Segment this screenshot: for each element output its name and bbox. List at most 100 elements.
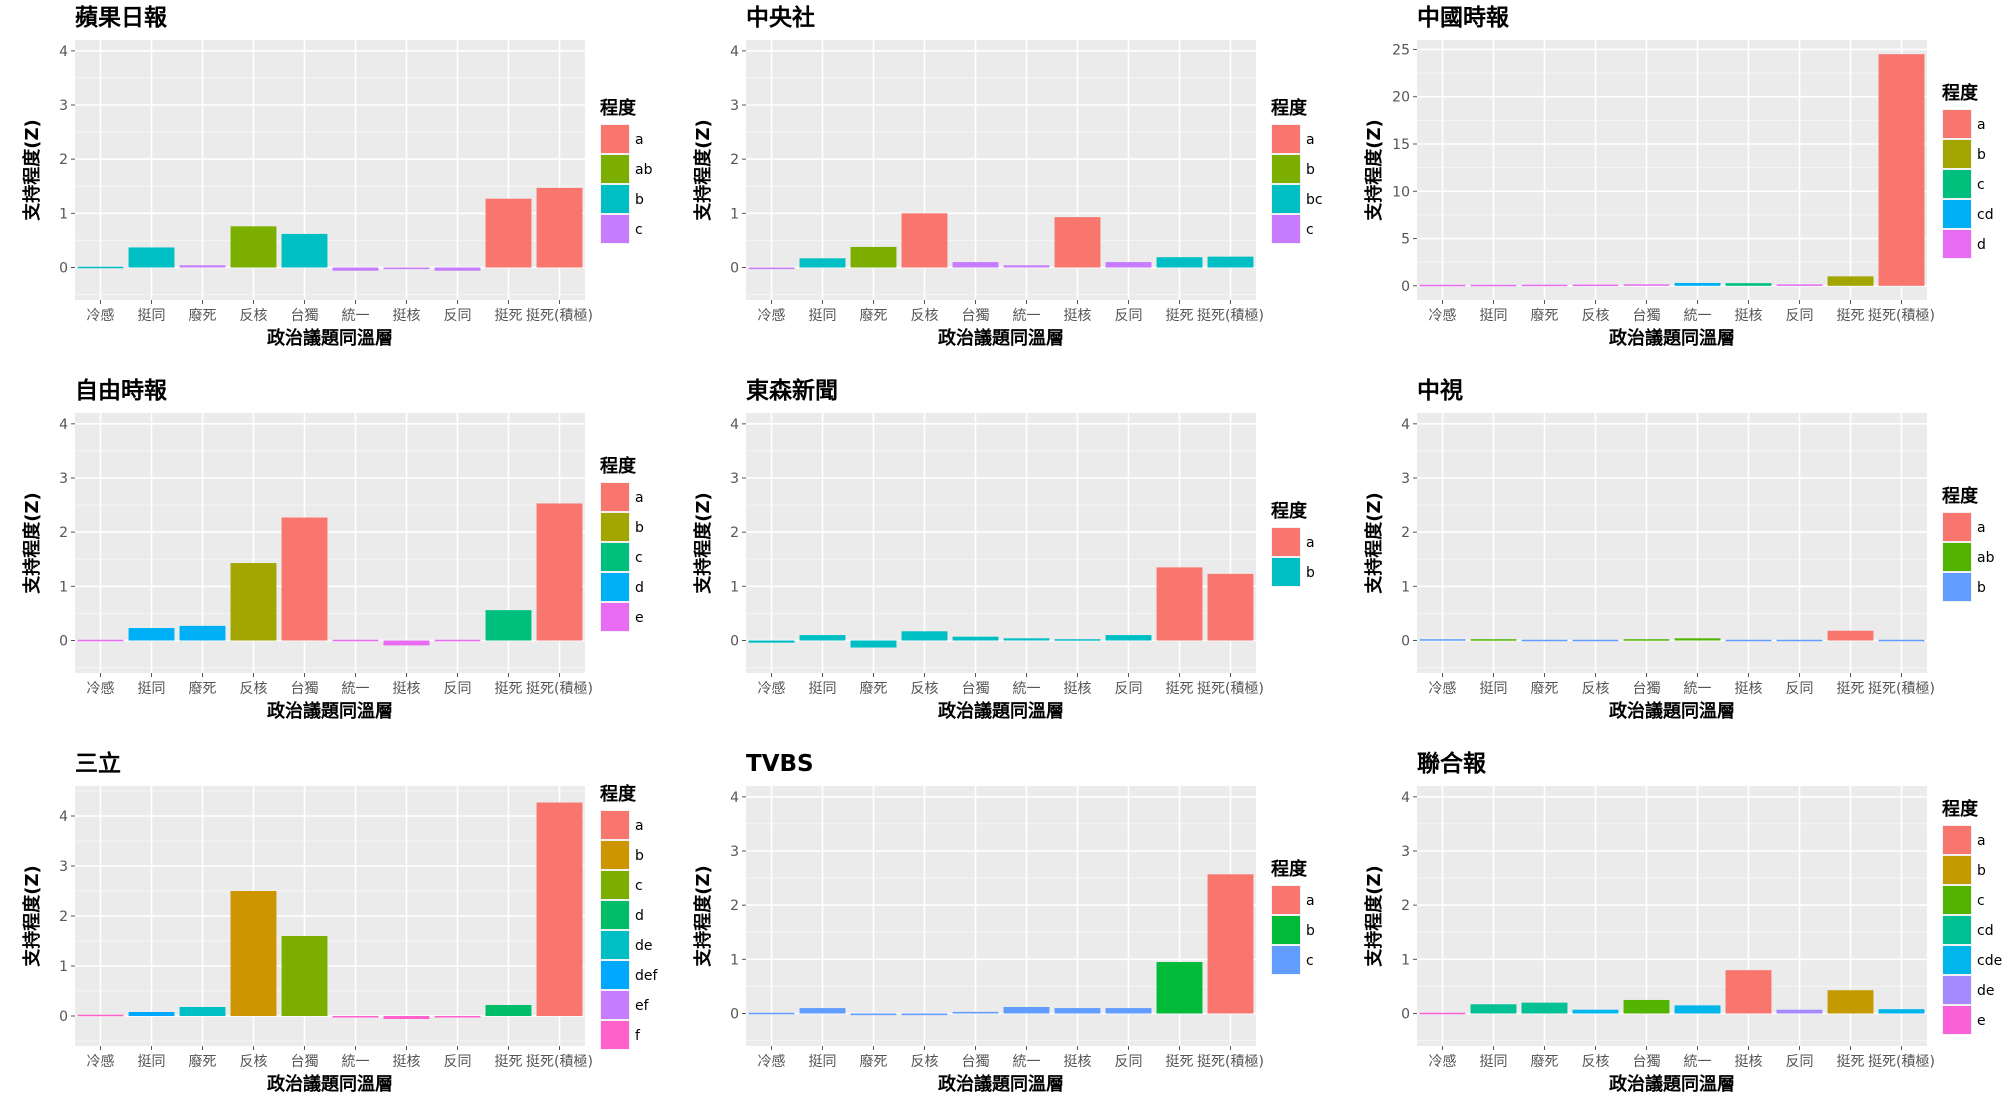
legend-swatch bbox=[601, 125, 629, 153]
x-tick-label: 反同 bbox=[444, 1054, 472, 1070]
y-tick-label: 0 bbox=[1401, 634, 1410, 650]
y-tick-label: 4 bbox=[59, 809, 68, 825]
bar bbox=[536, 187, 583, 268]
x-tick-label: 挺同 bbox=[809, 1054, 837, 1070]
x-tick-label: 廢死 bbox=[860, 307, 888, 324]
bar bbox=[485, 198, 532, 268]
x-tick-label: 反同 bbox=[1115, 1054, 1143, 1070]
x-tick-label: 挺死(積極) bbox=[1197, 681, 1264, 697]
chart-svg: TVBS 0 1 2 3 4 冷感 挺同 廢死 反核 台獨 統一 挺核 反同 挺死 挺死(積極) 政治議題同溫層… bbox=[692, 751, 1315, 1095]
bar bbox=[1674, 1005, 1721, 1014]
chart-title: 自由時報 bbox=[75, 377, 168, 404]
legend-title: 程度 bbox=[1942, 82, 1979, 104]
y-tick-label: 10 bbox=[1392, 184, 1410, 200]
y-tick-label: 0 bbox=[59, 1009, 68, 1025]
x-tick-label: 反同 bbox=[1115, 681, 1143, 697]
x-tick-label: 反同 bbox=[1115, 308, 1143, 324]
y-tick-label: 4 bbox=[1401, 417, 1410, 433]
x-tick-label: 挺同 bbox=[1480, 681, 1508, 697]
x-tick-label: 挺核 bbox=[1064, 1054, 1092, 1070]
bar bbox=[748, 267, 795, 270]
y-tick-label: 3 bbox=[730, 844, 739, 860]
legend-label: def bbox=[635, 968, 659, 984]
x-tick-label: 挺核 bbox=[1735, 308, 1763, 324]
legend-label: d bbox=[1977, 237, 1986, 253]
x-tick-label: 台獨 bbox=[962, 681, 990, 697]
bar bbox=[1572, 284, 1619, 287]
legend-label: b bbox=[1977, 863, 1986, 879]
legend-swatch bbox=[601, 185, 629, 213]
x-tick-label: 反核 bbox=[240, 681, 268, 697]
bar bbox=[383, 1016, 430, 1019]
legend-label: c bbox=[635, 550, 643, 566]
x-tick-label: 挺同 bbox=[138, 308, 166, 324]
legend-label: b bbox=[635, 520, 644, 536]
legend-title: 程度 bbox=[1942, 798, 1979, 820]
bar bbox=[434, 267, 481, 271]
bar bbox=[1207, 573, 1254, 641]
x-tick-label: 挺核 bbox=[1064, 308, 1092, 324]
bar bbox=[1054, 217, 1101, 268]
bar bbox=[952, 262, 999, 268]
y-tick-label: 25 bbox=[1392, 42, 1410, 58]
chart-svg: 中視 0 1 2 3 4 冷感 挺同 廢死 反核 台獨 統一 挺核 反同 挺死 挺死(積極) 政治議題同溫層 支持… bbox=[1363, 378, 1995, 722]
bar bbox=[1419, 1012, 1466, 1015]
y-tick-label: 2 bbox=[730, 525, 739, 541]
x-tick-label: 反同 bbox=[1786, 681, 1814, 697]
bar bbox=[1725, 970, 1772, 1014]
x-tick-label: 冷感 bbox=[1429, 307, 1457, 324]
y-tick-label: 5 bbox=[1401, 232, 1410, 248]
legend-label: c bbox=[1977, 893, 1985, 909]
legend-swatch bbox=[601, 603, 629, 631]
plot-background bbox=[1417, 40, 1927, 300]
x-tick-label: 挺死 bbox=[1166, 681, 1194, 697]
bar bbox=[1105, 262, 1152, 268]
legend-swatch bbox=[1943, 543, 1971, 571]
bar bbox=[1725, 283, 1772, 286]
legend-label: a bbox=[635, 490, 644, 506]
x-tick-label: 挺死(積極) bbox=[526, 308, 593, 324]
chart-panel: 三立 0 1 2 3 4 冷感 挺同 廢死 反核 台獨 統一 挺核 反同 挺死 挺死(積極) 政治議題同溫層 支持… bbox=[0, 746, 671, 1119]
bar bbox=[1054, 639, 1101, 641]
y-tick-label: 0 bbox=[59, 261, 68, 277]
legend-swatch bbox=[1272, 946, 1300, 974]
legend-swatch bbox=[601, 573, 629, 601]
legend-label: a bbox=[1306, 132, 1315, 148]
legend-label: a bbox=[635, 132, 644, 148]
bar bbox=[1623, 999, 1670, 1014]
legend-title: 程度 bbox=[1271, 858, 1308, 880]
legend-swatch bbox=[601, 155, 629, 183]
bar bbox=[1156, 567, 1203, 641]
x-tick-label: 台獨 bbox=[1633, 1054, 1661, 1070]
bar bbox=[1572, 1009, 1619, 1014]
y-tick-label: 3 bbox=[1401, 844, 1410, 860]
bar bbox=[1207, 256, 1254, 268]
bar bbox=[1827, 630, 1874, 641]
legend-swatch bbox=[1943, 1006, 1971, 1034]
x-axis-label: 政治議題同溫層 bbox=[1609, 700, 1735, 722]
y-tick-label: 2 bbox=[730, 152, 739, 168]
x-tick-label: 統一 bbox=[1013, 681, 1041, 697]
chart-svg: 蘋果日報 0 1 2 3 4 冷感 挺同 廢死 反核 台獨 統一 挺核 反同 挺死 挺死(積極) 政治議題同溫層… bbox=[21, 4, 653, 349]
bar bbox=[1521, 1002, 1568, 1014]
legend-label: d bbox=[635, 908, 644, 924]
bar bbox=[77, 1014, 124, 1017]
legend-swatch bbox=[1272, 528, 1300, 556]
bar bbox=[77, 639, 124, 642]
bar bbox=[1105, 1008, 1152, 1014]
legend-title: 程度 bbox=[600, 97, 637, 119]
y-tick-label: 4 bbox=[730, 417, 739, 433]
y-tick-label: 1 bbox=[730, 952, 739, 968]
x-axis-label: 政治議題同溫層 bbox=[1609, 327, 1735, 349]
bar bbox=[1054, 1008, 1101, 1014]
x-tick-label: 統一 bbox=[1013, 1054, 1041, 1070]
legend-swatch bbox=[1943, 230, 1971, 258]
x-tick-label: 冷感 bbox=[758, 680, 786, 697]
legend-swatch bbox=[601, 811, 629, 839]
legend-label: a bbox=[1306, 535, 1315, 551]
bar bbox=[952, 636, 999, 641]
bar bbox=[179, 625, 226, 641]
y-tick-label: 2 bbox=[59, 525, 68, 541]
x-tick-label: 反核 bbox=[911, 1054, 939, 1070]
x-tick-label: 反核 bbox=[240, 308, 268, 324]
